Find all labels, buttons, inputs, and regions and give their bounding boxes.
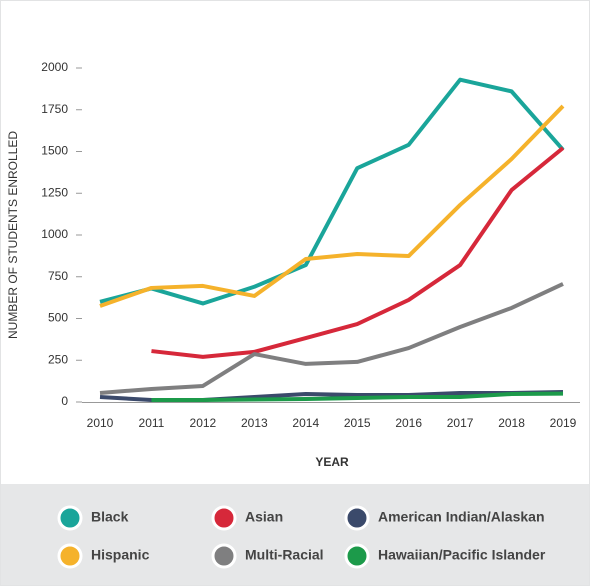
legend-swatch bbox=[344, 505, 370, 531]
y-tick-label: 1750 bbox=[41, 102, 68, 116]
legend-label: Hispanic bbox=[91, 547, 150, 563]
series-line bbox=[99, 282, 564, 395]
x-tick-label: 2011 bbox=[139, 416, 165, 430]
legend-swatch bbox=[57, 543, 83, 569]
legend-swatch bbox=[211, 505, 237, 531]
x-tick-label: 2014 bbox=[292, 416, 319, 430]
legend-swatch bbox=[211, 543, 237, 569]
y-tick-label: 250 bbox=[48, 352, 68, 366]
x-tick-label: 2016 bbox=[395, 416, 422, 430]
x-tick-label: 2013 bbox=[241, 416, 268, 430]
series-line bbox=[99, 77, 565, 306]
x-tick-label: 2015 bbox=[344, 416, 371, 430]
x-axis-title: YEAR bbox=[315, 455, 349, 469]
x-tick-label: 2017 bbox=[447, 416, 474, 430]
y-tick-label: 1000 bbox=[41, 227, 68, 241]
legend-label: Black bbox=[91, 509, 129, 525]
legend-swatch bbox=[344, 543, 370, 569]
x-tick-label: 2019 bbox=[550, 416, 577, 430]
y-tick-label: 2000 bbox=[41, 60, 68, 74]
y-tick-label: 750 bbox=[48, 269, 68, 283]
legend-swatch bbox=[57, 505, 83, 531]
y-axis-title: NUMBER OF STUDENTS ENROLLED bbox=[6, 131, 20, 339]
y-tick-label: 1500 bbox=[41, 144, 68, 158]
y-tick-label: 1250 bbox=[41, 185, 68, 199]
y-tick-label: 500 bbox=[48, 311, 68, 325]
x-tick-label: 2012 bbox=[190, 416, 217, 430]
legend-label: American Indian/Alaskan bbox=[378, 509, 545, 525]
series-line bbox=[151, 146, 565, 359]
series-line bbox=[99, 104, 565, 308]
x-tick-label: 2018 bbox=[498, 416, 525, 430]
legend-area bbox=[1, 484, 589, 585]
legend-label: Asian bbox=[245, 509, 283, 525]
legend-label: Multi-Racial bbox=[245, 547, 324, 563]
series-line bbox=[151, 391, 564, 402]
legend-label: Hawaiian/Pacific Islander bbox=[378, 547, 546, 563]
y-tick-label: 0 bbox=[61, 394, 68, 408]
x-tick-label: 2010 bbox=[87, 416, 114, 430]
